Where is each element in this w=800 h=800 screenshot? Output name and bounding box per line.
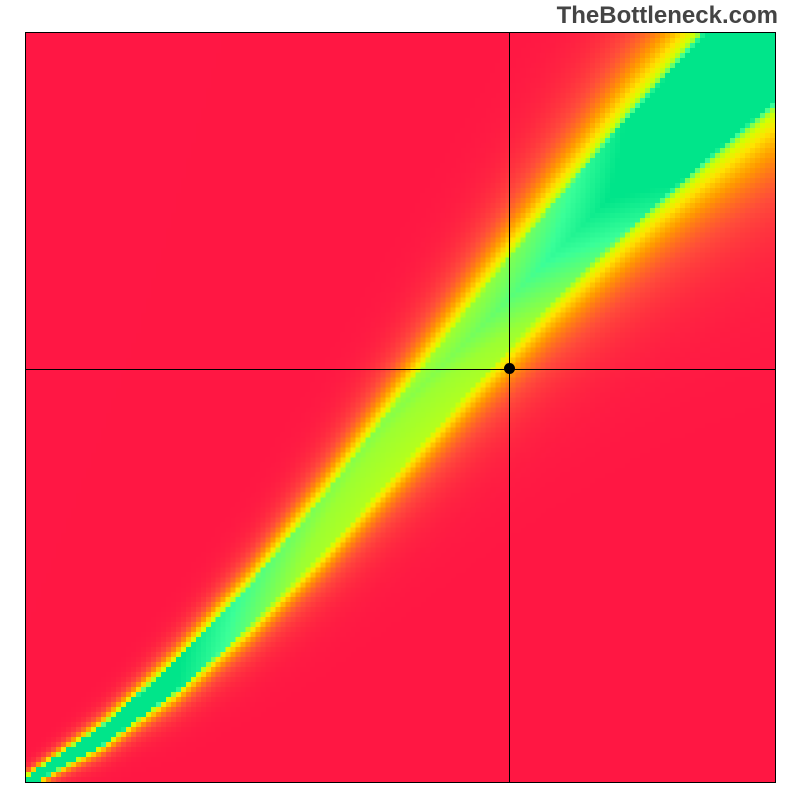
crosshair-vertical <box>509 33 510 782</box>
watermark-text: TheBottleneck.com <box>557 2 778 30</box>
heatmap-canvas <box>26 33 775 782</box>
crosshair-horizontal <box>26 369 775 370</box>
bottleneck-heatmap <box>25 32 776 783</box>
figure-container: { "watermark": "TheBottleneck.com", "fig… <box>0 0 800 800</box>
crosshair-marker[interactable] <box>504 363 515 374</box>
